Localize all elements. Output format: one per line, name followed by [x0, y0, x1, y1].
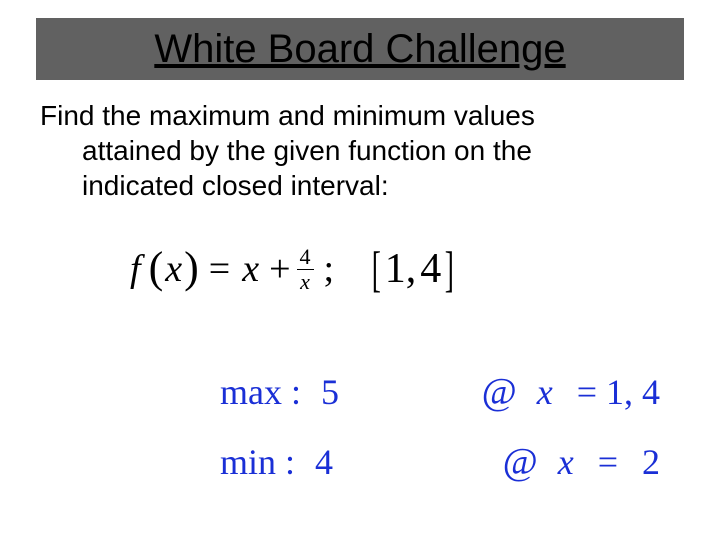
x-symbol: x [165, 247, 182, 291]
interval-b: 4 [420, 245, 441, 293]
term-x: x [242, 247, 259, 291]
answer-min-row: min : 4 @ x = 2 [220, 440, 660, 484]
fraction-denominator: x [300, 270, 310, 293]
equals-sign: = [209, 247, 230, 291]
at-symbol: @ [503, 441, 538, 483]
answer-min-right: @ x = 2 [503, 440, 660, 484]
f-symbol: f [130, 247, 141, 291]
fraction-numerator: 4 [297, 246, 314, 270]
plus-sign: + [269, 247, 290, 291]
paren-open: ( [149, 242, 164, 293]
x-var: x [537, 372, 553, 412]
equals: = [598, 442, 618, 482]
prompt-line-3: indicated closed interval: [82, 168, 640, 203]
answer-min-left: min : 4 [220, 441, 333, 483]
answer-max-right: @ x = 1, 4 [482, 370, 660, 414]
x-var: x [558, 442, 574, 482]
min-value: 4 [315, 442, 333, 482]
semicolon: ; [324, 247, 335, 291]
interval-comma: , [406, 245, 417, 293]
bracket-right: ] [445, 240, 454, 298]
answer-max-left: max : 5 [220, 371, 339, 413]
fraction: 4 x [297, 246, 314, 293]
prompt-line-1: Find the maximum and minimum values [40, 98, 640, 133]
title-bar: White Board Challenge [36, 18, 684, 80]
paren-close: ) [184, 242, 199, 293]
at-symbol: @ [482, 371, 517, 413]
min-label: min : [220, 442, 295, 482]
answers-block: max : 5 @ x = 1, 4 min : 4 @ x = 2 [220, 370, 660, 510]
equation-row: f ( x ) = x + 4 x ; [ 1 , 4 ] [130, 240, 610, 298]
max-label: max : [220, 372, 301, 412]
interval: [ 1 , 4 ] [368, 240, 458, 298]
function-expression: f ( x ) = x + 4 x ; [130, 244, 334, 295]
page-title: White Board Challenge [154, 27, 565, 72]
max-where: 1, 4 [606, 372, 660, 412]
max-value: 5 [321, 372, 339, 412]
bracket-left: [ [372, 240, 381, 298]
prompt-text: Find the maximum and minimum values atta… [40, 98, 640, 203]
interval-a: 1 [385, 245, 406, 293]
min-where: 2 [642, 442, 660, 482]
answer-max-row: max : 5 @ x = 1, 4 [220, 370, 660, 414]
equals: = [577, 372, 597, 412]
prompt-line-2: attained by the given function on the [82, 133, 640, 168]
